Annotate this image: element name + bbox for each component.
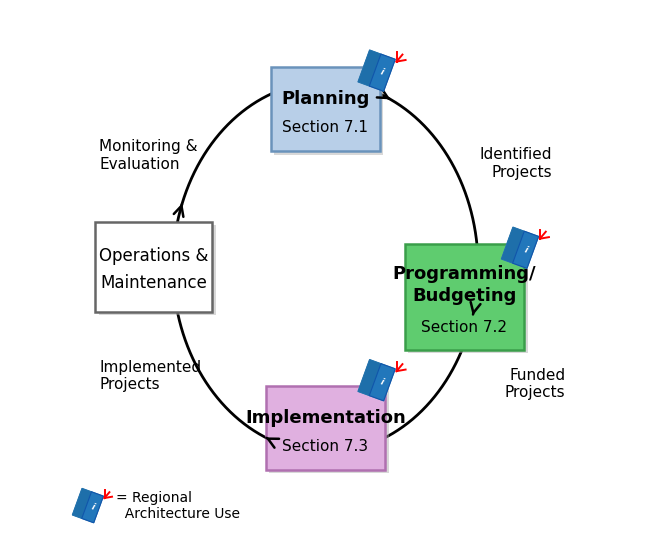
Text: Budgeting: Budgeting <box>412 287 517 305</box>
Polygon shape <box>82 492 104 523</box>
Text: Section 7.1: Section 7.1 <box>283 120 368 135</box>
Polygon shape <box>369 54 395 91</box>
Text: Maintenance: Maintenance <box>100 274 207 292</box>
Polygon shape <box>369 364 395 401</box>
Polygon shape <box>512 231 529 265</box>
FancyBboxPatch shape <box>271 66 380 151</box>
Polygon shape <box>358 50 381 86</box>
Polygon shape <box>358 360 381 396</box>
Polygon shape <box>369 54 385 88</box>
Text: Section 7.3: Section 7.3 <box>283 439 368 454</box>
Polygon shape <box>72 488 92 519</box>
Polygon shape <box>358 360 395 401</box>
FancyBboxPatch shape <box>269 389 389 473</box>
Text: Operations &: Operations & <box>99 247 208 265</box>
FancyBboxPatch shape <box>404 244 525 350</box>
FancyBboxPatch shape <box>98 226 215 315</box>
Text: i: i <box>90 502 95 512</box>
Text: Identified
Projects: Identified Projects <box>479 147 551 180</box>
Polygon shape <box>358 50 395 91</box>
Text: i: i <box>380 68 385 77</box>
FancyBboxPatch shape <box>408 247 528 353</box>
Polygon shape <box>82 492 95 520</box>
Text: Section 7.2: Section 7.2 <box>421 320 508 335</box>
Polygon shape <box>369 364 385 397</box>
Polygon shape <box>72 488 104 523</box>
Text: Implementation: Implementation <box>245 409 406 427</box>
Text: i: i <box>523 245 529 255</box>
FancyBboxPatch shape <box>95 222 212 312</box>
Text: Planning: Planning <box>281 90 370 108</box>
Polygon shape <box>501 227 525 263</box>
Text: Funded
Projects: Funded Projects <box>505 368 565 401</box>
Text: Programming/: Programming/ <box>393 265 536 283</box>
Text: = Regional
  Architecture Use: = Regional Architecture Use <box>116 490 240 521</box>
Text: i: i <box>380 378 385 387</box>
Polygon shape <box>501 227 538 268</box>
Text: Implemented
Projects: Implemented Projects <box>100 360 201 392</box>
FancyBboxPatch shape <box>274 70 383 155</box>
FancyBboxPatch shape <box>266 386 385 470</box>
Polygon shape <box>512 231 538 268</box>
Text: Monitoring &
Evaluation: Monitoring & Evaluation <box>100 139 198 172</box>
